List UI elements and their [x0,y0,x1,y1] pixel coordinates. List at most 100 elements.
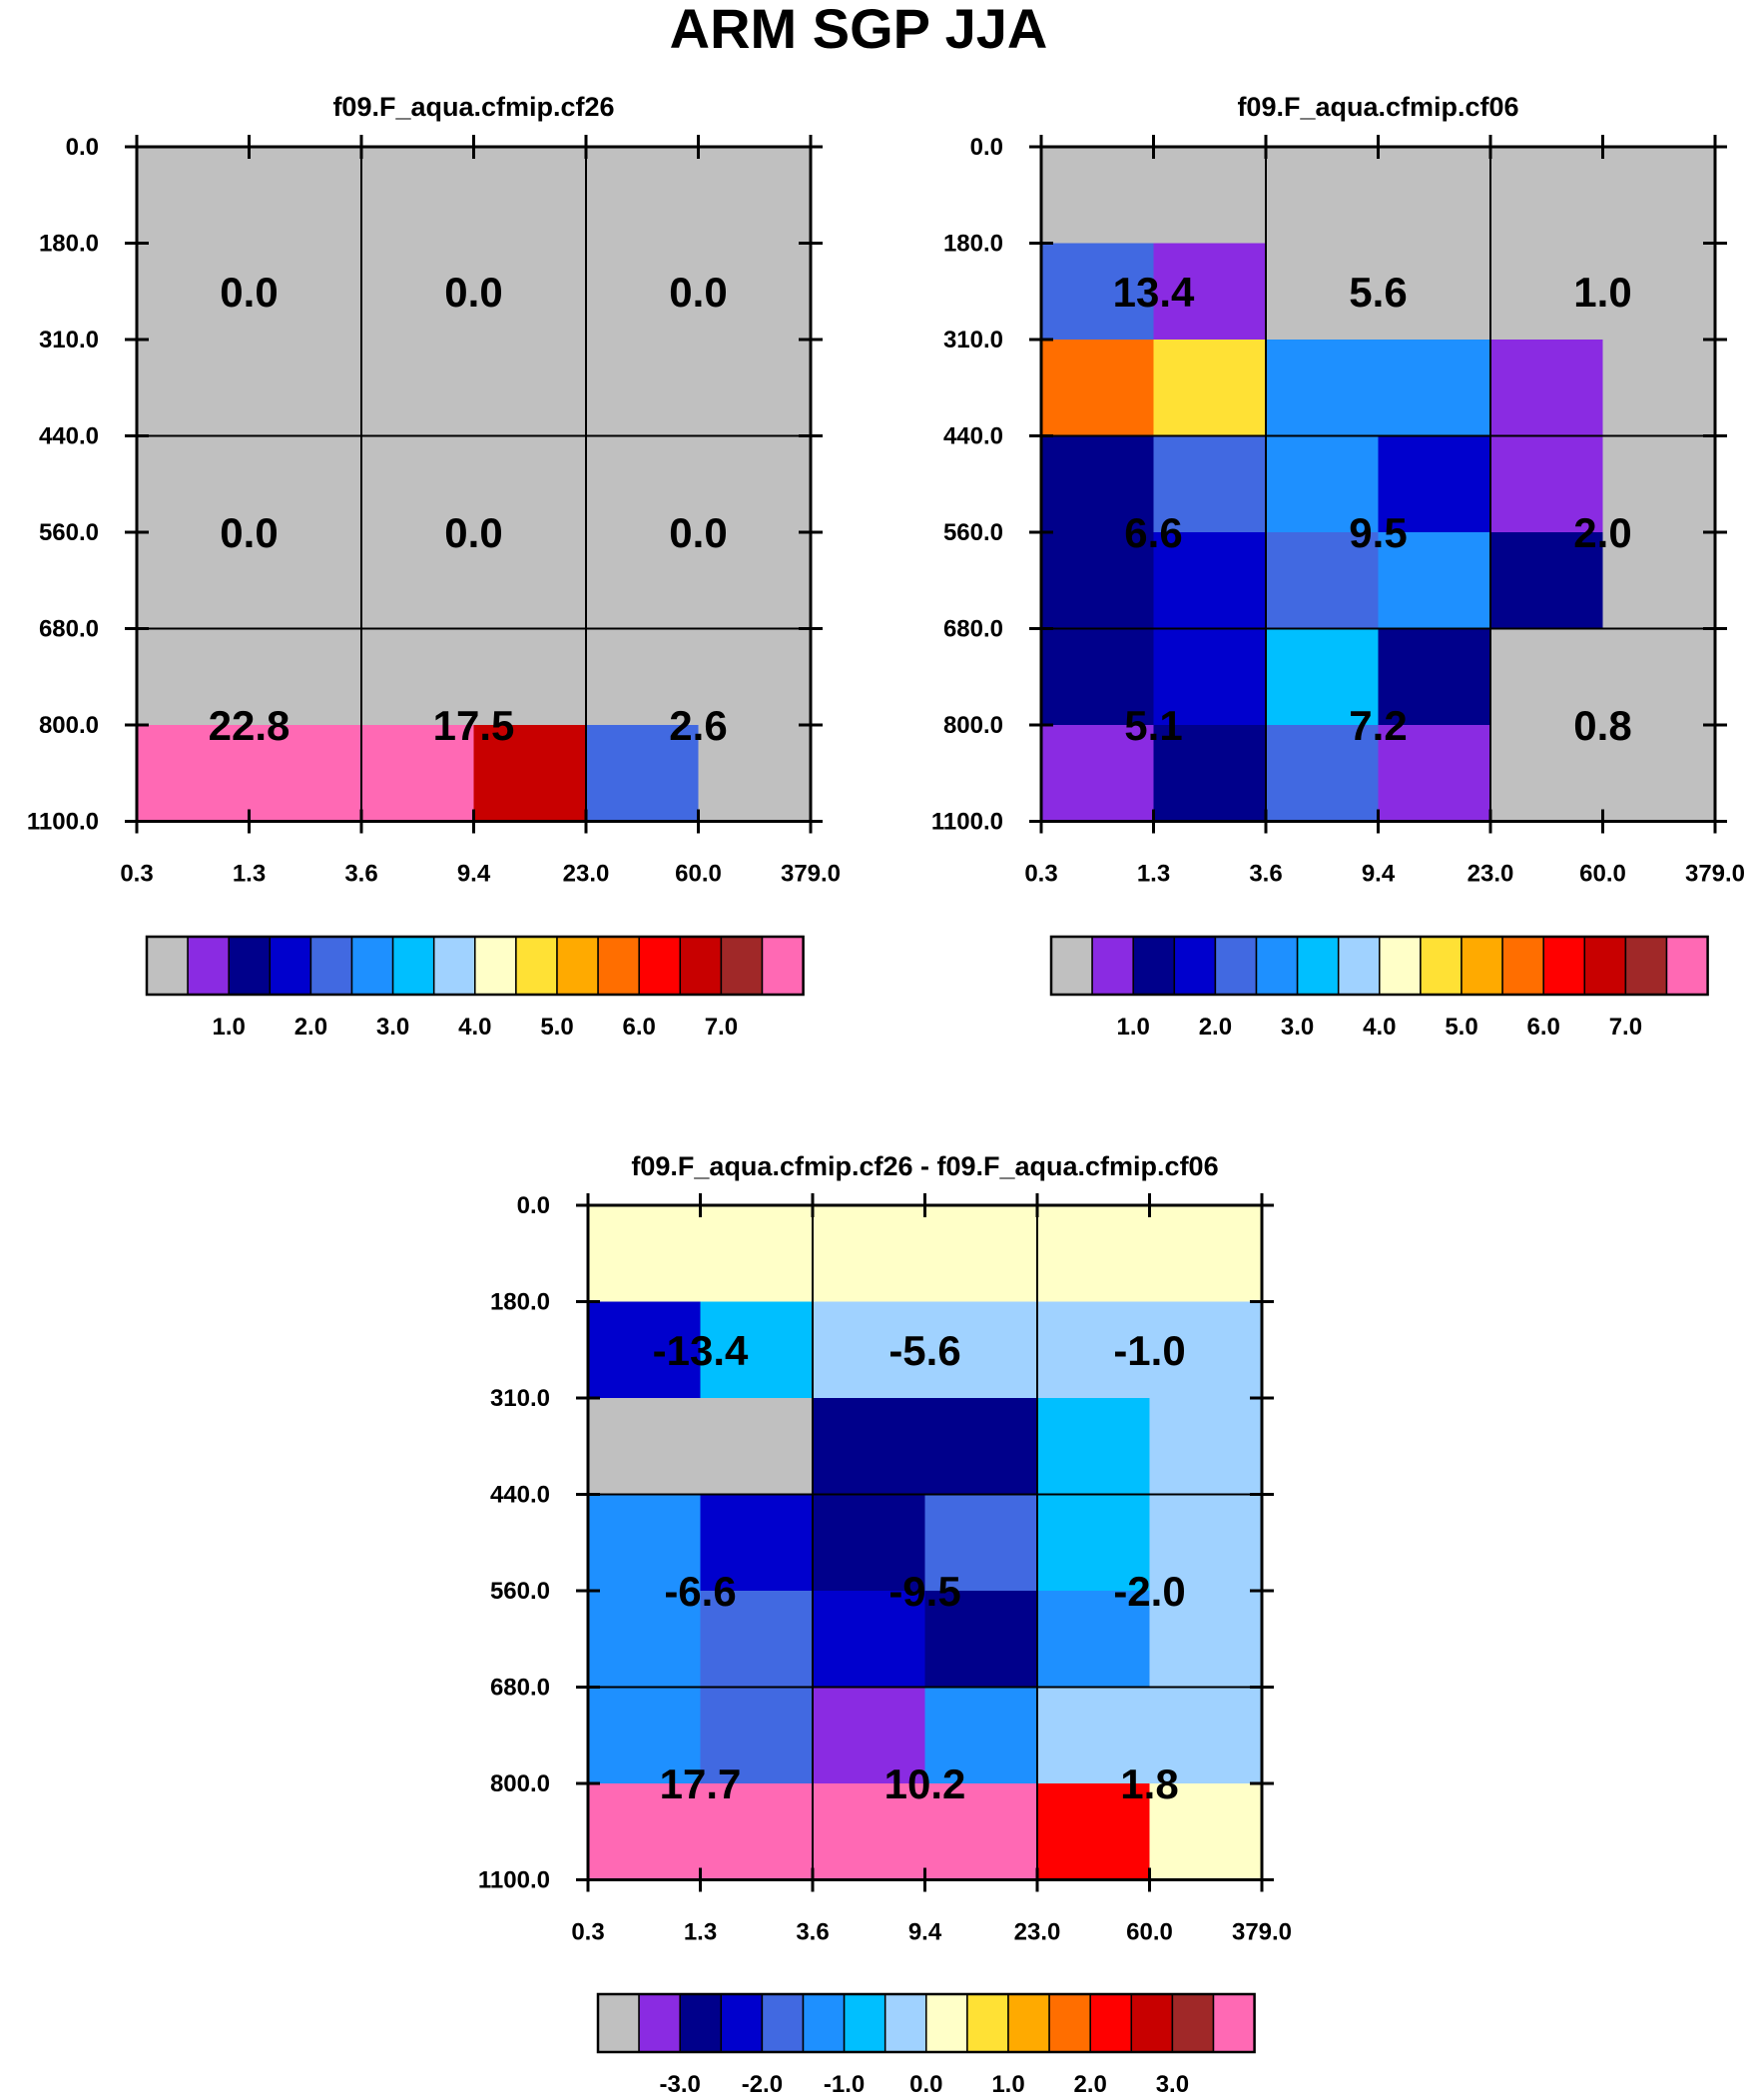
heatmap-cell [588,1687,702,1784]
colorbar-label: -3.0 [660,2071,701,2098]
heatmap-cell [700,1494,814,1592]
heatmap-cell [137,435,251,533]
heatmap-cell [698,147,812,245]
cell-value-label: 9.5 [1349,509,1407,556]
colorbar-box [1173,936,1217,996]
heatmap-cell [700,1301,814,1399]
colorbar-box [1255,936,1299,996]
y-tick-label: 0.0 [970,134,1003,161]
heatmap-cell [700,1591,814,1689]
y-tick-label: 680.0 [490,1675,550,1702]
colorbar-box [1089,1993,1133,2053]
colorbar-box [883,1993,927,2053]
x-tick-label: 379.0 [781,861,841,888]
y-tick-label: 310.0 [490,1385,550,1412]
colorbar-label: 2.0 [294,1014,327,1041]
cell-value-label: 5.1 [1124,702,1182,749]
heatmap-cell [1041,147,1155,245]
x-tick-label: 379.0 [1232,1919,1292,1946]
cell-value-label: -6.6 [664,1568,736,1615]
heatmap-cell [924,1205,1038,1303]
y-tick-label: 800.0 [39,712,99,739]
cell-value-label: 17.5 [433,702,515,749]
cell-value-label: 10.2 [884,1760,966,1807]
colorbar-box [638,936,682,996]
y-tick-label: 180.0 [39,231,99,258]
colorbar-label: -2.0 [742,2071,783,2098]
x-tick-label: 3.6 [344,861,377,888]
heatmap-cell [1149,1301,1263,1399]
heatmap-cell [1602,628,1716,726]
heatmap-cell [1266,147,1380,245]
heatmap-cell [361,243,475,341]
colorbar-box [432,936,476,996]
y-tick-label: 560.0 [490,1578,550,1605]
colorbar-box [1624,936,1668,996]
heatmap-cell [249,147,362,245]
colorbar-label: 6.0 [1527,1014,1560,1041]
heatmap-cell [1266,725,1380,823]
heatmap-cell [473,147,587,245]
heatmap-cell [1602,147,1716,245]
y-tick-label: 1100.0 [931,809,1003,836]
heatmap-cell [1602,243,1716,341]
x-tick-label: 60.0 [1579,861,1626,888]
heatmap-cell [698,532,812,630]
heatmap-cell [698,628,812,726]
colorbar-box [309,936,353,996]
y-tick-label: 0.0 [66,134,99,161]
heatmap-cell [1153,243,1267,341]
x-tick-label: 0.3 [1024,861,1057,888]
panel-2: f09.F_aqua.cfmip.cf06 0.0 180.0 310.0 440.0 5… [931,92,1745,1041]
heatmap-cell [1037,1687,1151,1784]
heatmap-cell [588,1398,702,1496]
heatmap-cell [1602,725,1716,823]
colorbar-box [679,936,723,996]
cell-value-label: 2.0 [1573,509,1631,556]
heatmap-cell [249,628,362,726]
cell-value-label: 0.0 [444,269,502,316]
heatmap-cell [698,435,812,533]
colorbar-box [925,1993,968,2053]
panel-1: f09.F_aqua.cfmip.cf26 0.0 180.0 310.0 440.0 5… [27,92,841,1041]
heatmap-cell [588,1591,702,1689]
colorbar-box [1091,936,1134,996]
colorbar-box [1665,936,1709,996]
x-tick-label: 60.0 [1126,1919,1173,1946]
cell-value-label: 5.6 [1349,269,1407,316]
y-tick-label: 560.0 [39,519,99,546]
colorbar-box [761,936,805,996]
heatmap-cell [473,532,587,630]
y-tick-label: 440.0 [39,423,99,450]
heatmap-cell [1378,435,1491,533]
y-tick-label: 180.0 [943,231,1003,258]
heatmap-cell [588,1301,702,1399]
cell-value-label: 2.6 [669,702,727,749]
heatmap-cell [1378,532,1491,630]
heatmap-cell [1037,1494,1151,1592]
heatmap-cell [924,1591,1038,1689]
x-tick-label: 23.0 [563,861,610,888]
heatmap-cell [473,725,587,823]
colorbar-box [1461,936,1503,996]
heatmap-cell [1266,628,1380,726]
colorbar-box [1212,1993,1256,2053]
heatmap-cell [473,340,587,437]
cell-value-label: -13.4 [653,1327,749,1374]
heatmap-cell [698,340,812,437]
colorbar-label: -1.0 [824,2071,865,2098]
x-tick-label: 3.6 [796,1919,829,1946]
heatmap-cell [924,1301,1038,1399]
colorbar-box [966,1993,1009,2053]
heatmap-cell [1378,340,1491,437]
colorbar-box [187,936,230,996]
y-tick-label: 440.0 [490,1482,550,1509]
panel-title: f09.F_aqua.cfmip.cf06 [1237,92,1518,122]
heatmap-cell [1037,1205,1151,1303]
heatmap-cell [586,435,700,533]
colorbar-box [1130,1993,1174,2053]
heatmap-cell [1153,435,1267,533]
cell-value-label: 1.8 [1120,1760,1178,1807]
colorbar-label: 5.0 [1445,1014,1477,1041]
